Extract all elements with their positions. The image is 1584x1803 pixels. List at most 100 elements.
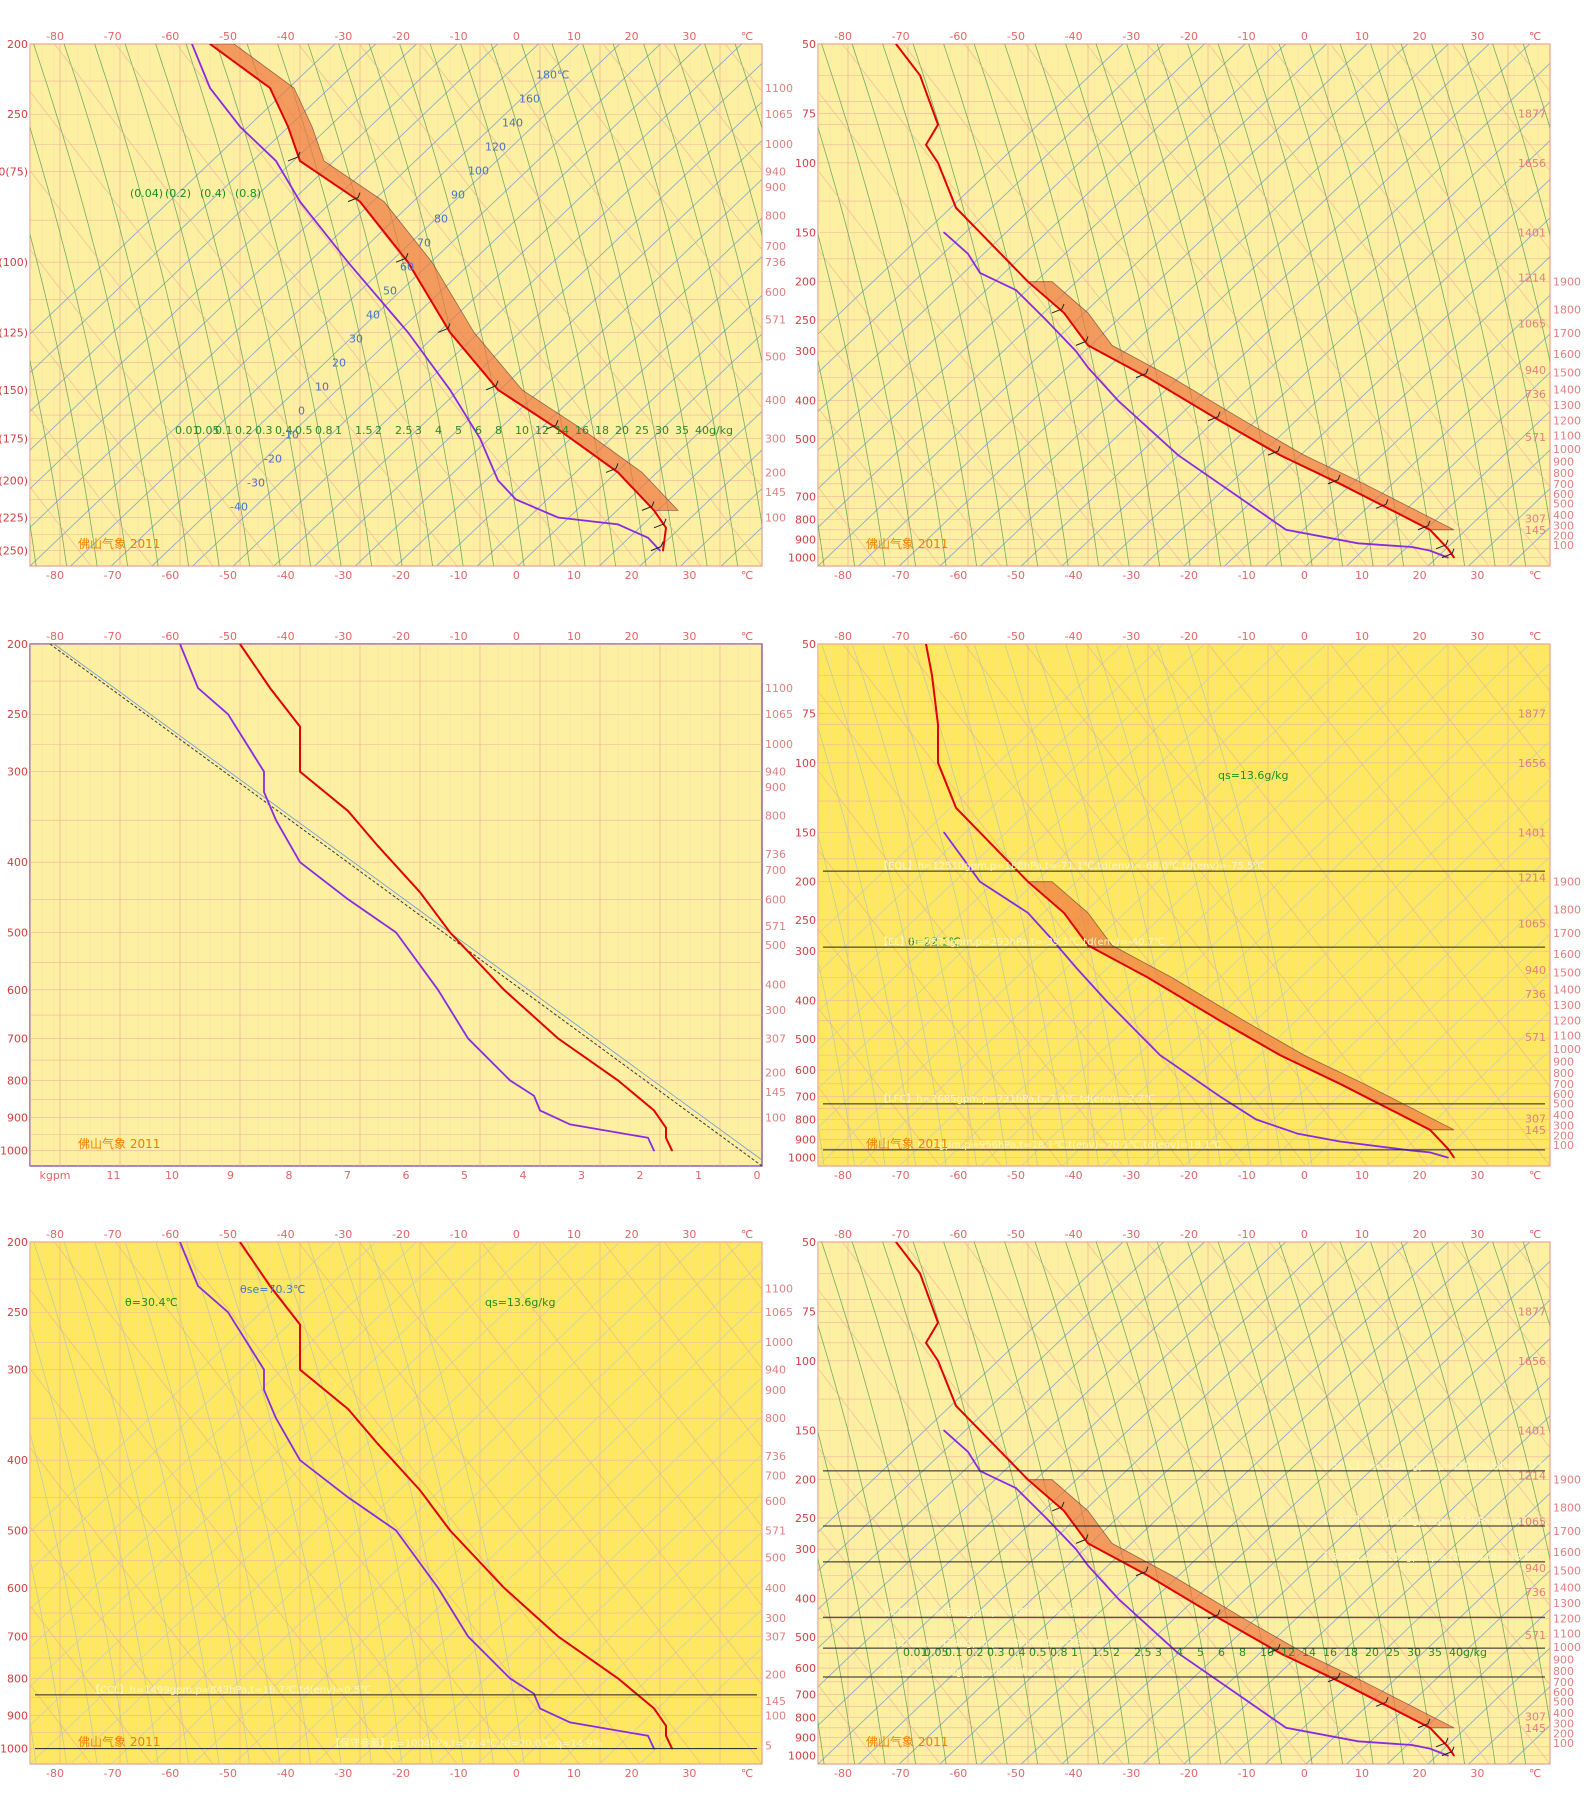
pressure-tick: 600 [7,1582,28,1595]
mixing-ratio-label: 5 [1197,1646,1204,1659]
height-tick: 1100 [765,682,793,695]
temperature-tick-bottom: 20 [1413,1169,1427,1182]
temperature-point [925,1341,927,1344]
sounding-panel-p6: 0.010.050.1 0.2 0.3 0.4 0.5 0.8 1 1.5 2 2.5 3 4 5 6 8 1… [788,1228,1581,1780]
curve-label: θ=30.4℃ [125,1296,178,1309]
pressure-tick: 400 [795,1593,816,1606]
standard-height-tick: 1065 [1518,1515,1546,1528]
adiabat-label: 10 [315,380,329,393]
adiabat-label: 0 [298,404,305,417]
dewpoint-point [1447,1754,1449,1757]
height-tick: 600 [765,893,786,906]
temperature-point [665,1126,667,1129]
temperature-point [925,143,927,146]
pressure-tick: 800 [7,1074,28,1087]
temperature-point [1219,1019,1221,1022]
temperature-tick-top: 20 [1413,630,1427,643]
wind-barb-icon [1327,474,1341,485]
temperature-tick-bottom: -10 [450,569,468,582]
temperature-tick-bottom: -10 [450,1767,468,1780]
temperature-tick-bottom: 0 [1301,1169,1308,1182]
temperature-tick-bottom: -10 [1238,1767,1256,1780]
dewpoint-point [449,389,451,391]
height-tick: 200 [765,466,786,479]
panel-background [817,43,1551,567]
pressure-tick: 300(75) [0,166,28,179]
temperature-point [1219,1617,1221,1620]
temperature-tick-top: -30 [1122,1228,1140,1241]
dewpoint-point [227,1311,229,1314]
watermark: 佛山气象 2011 [866,536,948,551]
height-tick: 100 [765,1111,786,1124]
temperature-point [955,807,957,809]
pressure-tick: 50 [802,638,816,651]
dewpoint-point [569,1721,571,1724]
pressure-tick: 200 [7,38,28,51]
temperature-point [1453,556,1455,559]
height-tick: 736 [765,1450,786,1463]
height-tick: 1300 [1553,1597,1581,1610]
temperature-point [955,1405,957,1407]
temperature-point [931,674,933,677]
temperature-tick-top: 0 [1301,1228,1308,1241]
temperature-point [359,200,361,203]
temperature-tick-bottom: -50 [219,569,237,582]
temperature-point [653,1707,655,1710]
dewpoint-point [509,1677,511,1680]
temperature-point [503,1587,505,1589]
height-tick: 1600 [1553,1546,1581,1559]
temperature-point [895,44,897,45]
mixing-ratio-paren-label: (0.2) [165,187,191,200]
temperature-point [239,644,241,645]
standard-height-tick: 1656 [1518,757,1546,770]
height-tick: 500 [765,939,786,952]
height-tick: 1100 [765,82,793,95]
mixing-ratio-label: 10 [515,424,529,437]
pressure-tick: 800(200) [0,474,28,487]
temperature-tick-bottom: 20 [625,569,639,582]
pressure-tick: 50 [802,1236,816,1249]
pressure-tick: 400 [795,995,816,1008]
standard-height-tick: 1401 [1518,226,1546,239]
temperature-curve [895,1242,1455,1757]
temperature-point [653,509,655,512]
height-tick: 145 [765,1695,786,1708]
height-tick: 1900 [1553,1474,1581,1487]
dewpoint-point [539,1109,541,1112]
temperature-tick-top: -10 [450,1228,468,1241]
dewpoint-point [239,125,241,128]
mixing-ratio-label: 1.5 [1092,1646,1110,1659]
temperature-point [419,1489,421,1492]
mixing-ratio-label: 40g/kg [1449,1646,1487,1659]
dewpoint-point [1177,454,1179,456]
mixing-ratio-label: 12 [535,424,549,437]
temperature-point [1147,1574,1149,1577]
pressure-tick: 900(225) [0,511,28,524]
temperature-tick-bottom: 0 [1301,569,1308,582]
height-km-tick: 8 [286,1169,293,1182]
height-tick: 1000 [1553,1641,1581,1654]
pressure-tick: 900 [7,1111,28,1124]
temperature-tick-top: -80 [46,630,64,643]
height-tick: 300 [1553,1718,1574,1731]
mixing-ratio-label: 25 [1386,1646,1400,1659]
height-tick: 700 [1553,1676,1574,1689]
temperature-tick-top: 10 [567,630,581,643]
temperature-tick-bottom: -70 [892,569,910,582]
temperature-tick-bottom: -50 [1007,569,1025,582]
mixing-ratio-label: 18 [595,424,609,437]
temperature-tick-top: -40 [277,630,295,643]
temperature-point [557,1037,559,1040]
dewpoint-point [437,1587,439,1589]
pressure-tick: 250 [7,1306,28,1319]
temperature-tick-bottom: -60 [161,569,179,582]
temperature-point [449,931,451,934]
temperature-tick-bottom: -20 [392,1767,410,1780]
watermark: 佛山气象 2011 [78,1136,160,1151]
height-tick: 200 [765,1668,786,1681]
temperature-tick-bottom: -20 [1180,1169,1198,1182]
dewpoint-point [299,1459,301,1461]
height-tick: 1100 [1553,1029,1581,1042]
temperature-tick-top: -10 [1238,630,1256,643]
pressure-tick: 75 [802,1306,816,1319]
